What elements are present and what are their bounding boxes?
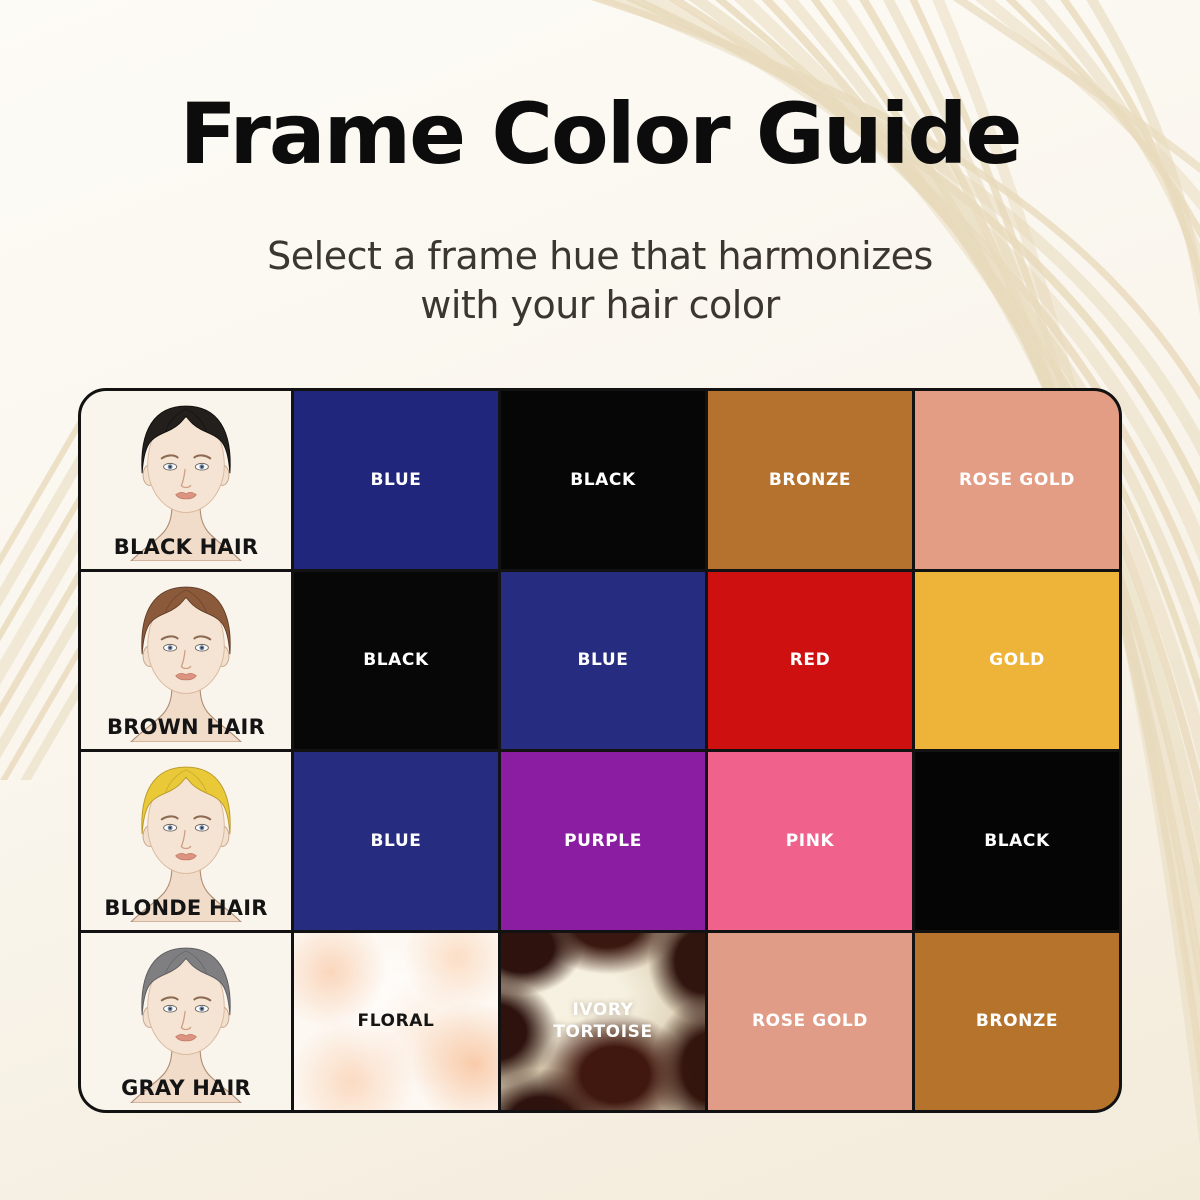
frame-color-cell: BRONZE [708,391,912,569]
hair-type-cell-blonde: BLONDE HAIR [81,752,291,930]
frame-color-cell: PURPLE [501,752,705,930]
frame-color-label: BLUE [370,830,422,851]
frame-color-cell: FLORAL [294,932,498,1110]
hair-type-label: BLACK HAIR [113,534,259,559]
frame-color-label: FLORAL [357,1011,435,1032]
frame-color-cell: ROSE GOLD [915,391,1119,569]
frame-color-cell: IVORY TORTOISE [501,932,705,1110]
frame-color-label: BLUE [577,650,629,671]
frame-color-label: RED [789,650,831,671]
frame-color-cell: BLUE [294,391,498,569]
page-title: Frame Color Guide [179,85,1022,183]
frame-color-cell: BLUE [501,571,705,749]
frame-color-table: BLACK HAIR BLUE BLACK BRONZE ROSE GOLD B… [78,388,1122,1113]
frame-color-cell: BLACK [294,571,498,749]
subtitle-line-1: Select a frame hue that harmonizes [267,234,933,278]
hair-type-label: BLONDE HAIR [104,895,268,920]
frame-color-cell: BLACK [915,752,1119,930]
frame-color-label: IVORY TORTOISE [553,1000,653,1043]
subtitle-line-2: with your hair color [420,282,780,327]
hair-type-label: BROWN HAIR [107,715,265,739]
frame-color-label: BRONZE [975,1011,1059,1032]
frame-color-cell: BLUE [294,752,498,930]
frame-color-label: BLACK [984,830,1050,851]
frame-color-cell: ROSE GOLD [708,932,912,1110]
hair-type-cell-black: BLACK HAIR [81,391,291,569]
frame-color-cell: PINK [708,752,912,930]
hair-type-cell-gray: GRAY HAIR [81,932,291,1110]
hair-type-cell-brown: BROWN HAIR [81,571,291,749]
frame-color-label: BLACK [363,650,429,671]
frame-color-label: BRONZE [768,469,852,490]
page-subtitle: Select a frame hue that harmonizes with … [0,232,1200,329]
frame-color-cell: BRONZE [915,932,1119,1110]
hair-type-label: GRAY HAIR [121,1076,251,1100]
frame-color-label: GOLD [989,650,1045,671]
frame-color-label: BLACK [570,469,636,490]
frame-color-cell: RED [708,571,912,749]
frame-color-label: ROSE GOLD [751,1011,869,1032]
frame-color-cell: BLACK [501,391,705,569]
frame-color-label: PINK [785,830,835,851]
frame-color-label: PURPLE [564,830,642,851]
frame-color-label: BLUE [370,469,422,490]
frame-color-cell: GOLD [915,571,1119,749]
frame-color-label: ROSE GOLD [958,469,1076,490]
